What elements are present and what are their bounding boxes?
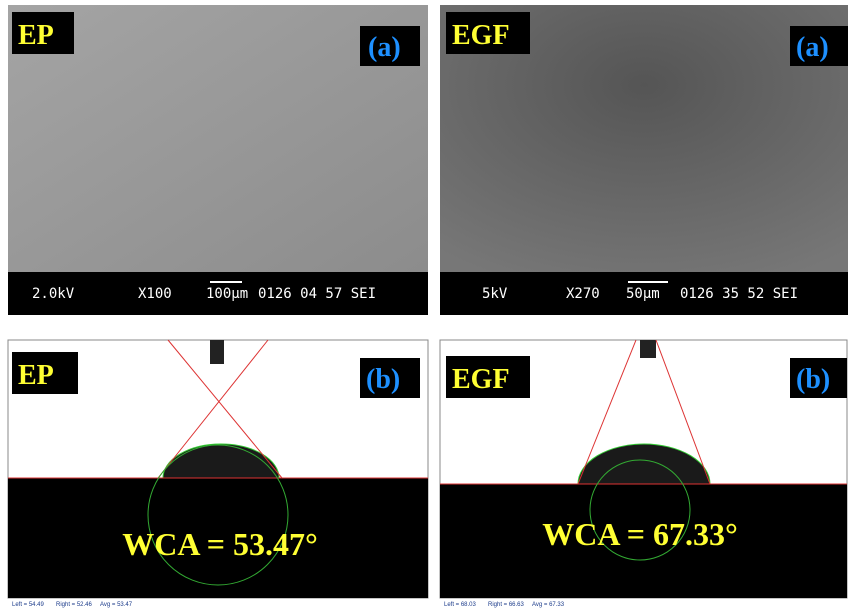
sem-panel: EGF (a) 5kV X270 50μm 0126 35 52 SEI bbox=[440, 5, 848, 315]
info-text: X270 bbox=[566, 286, 600, 302]
info-text: 50μm bbox=[626, 286, 660, 302]
wca-text: WCA = 67.33° bbox=[542, 516, 737, 552]
footer-text: Left = 54.49 bbox=[12, 602, 45, 608]
footer-text: Right = 52.46 bbox=[56, 602, 93, 608]
page: EP (a) 2.0kV X100 100μm 0126 04 57 SEI E… bbox=[0, 0, 848, 610]
needle bbox=[210, 340, 224, 364]
panel-label: EGF bbox=[452, 20, 510, 51]
figure: EP (a) 2.0kV X100 100μm 0126 04 57 SEI E… bbox=[0, 0, 848, 610]
footer-text: Left = 68.03 bbox=[444, 602, 477, 608]
sem-panel: EP (a) 2.0kV X100 100μm 0126 04 57 SEI bbox=[8, 5, 428, 315]
panel-label: EGF bbox=[452, 364, 510, 395]
info-text: 2.0kV bbox=[32, 286, 75, 302]
panel-tag: (a) bbox=[368, 32, 401, 63]
panel-tag: (a) bbox=[796, 32, 829, 63]
wca-panel: EP (b) WCA = 53.47° Left = 54.49 Right =… bbox=[8, 340, 428, 608]
footer-text: Right = 66.63 bbox=[488, 602, 525, 608]
info-text: 5kV bbox=[482, 286, 508, 302]
panel-label: EP bbox=[18, 20, 54, 51]
info-text: 0126 35 52 SEI bbox=[680, 286, 798, 302]
footer-text: Avg = 53.47 bbox=[100, 602, 133, 608]
needle bbox=[640, 340, 656, 358]
info-text: 100μm bbox=[206, 286, 248, 302]
wca-panel: EGF (b) WCA = 67.33° Left = 68.03 Right … bbox=[440, 340, 847, 608]
wca-text: WCA = 53.47° bbox=[122, 526, 317, 562]
panel-tag: (b) bbox=[366, 364, 400, 395]
footer-text: Avg = 67.33 bbox=[532, 602, 565, 608]
panel-label: EP bbox=[18, 360, 54, 391]
panel-tag: (b) bbox=[796, 364, 830, 395]
info-text: X100 bbox=[138, 286, 172, 302]
info-text: 0126 04 57 SEI bbox=[258, 286, 376, 302]
